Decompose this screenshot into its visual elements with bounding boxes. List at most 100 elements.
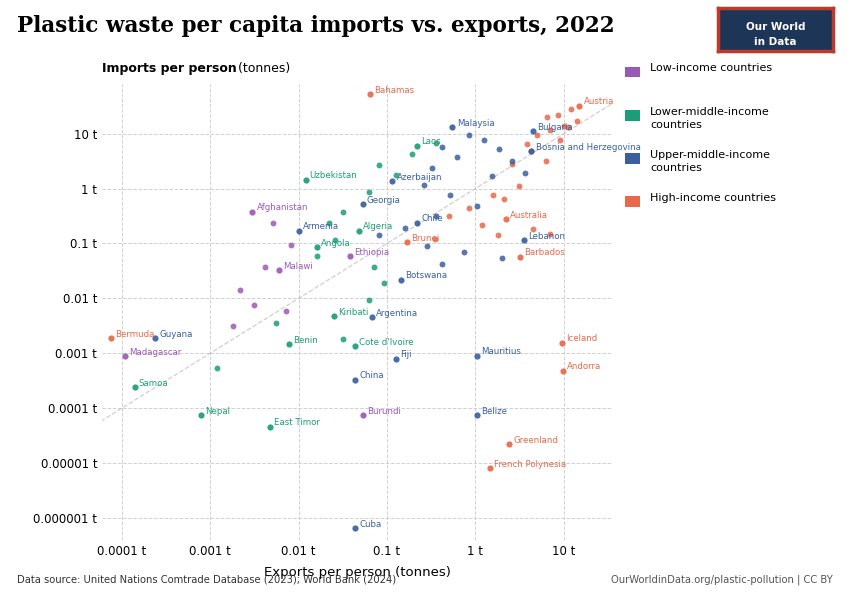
Point xyxy=(348,375,362,385)
Point xyxy=(429,138,443,148)
Point xyxy=(445,122,459,132)
Text: Fiji: Fiji xyxy=(400,350,411,359)
Point xyxy=(388,170,402,180)
Point xyxy=(416,181,430,190)
Point xyxy=(485,171,499,181)
Point xyxy=(322,218,336,227)
Point xyxy=(348,524,362,533)
X-axis label: Exports per person (tonnes): Exports per person (tonnes) xyxy=(264,566,450,579)
Text: China: China xyxy=(360,371,384,380)
Text: Laos: Laos xyxy=(422,137,441,146)
Text: Iceland: Iceland xyxy=(566,334,598,343)
Text: Lower-middle-income: Lower-middle-income xyxy=(650,107,770,116)
Point xyxy=(352,226,366,236)
Point xyxy=(506,156,519,166)
Text: Uzbekistan: Uzbekistan xyxy=(309,171,358,180)
Text: Angola: Angola xyxy=(320,239,350,248)
Point xyxy=(496,253,509,263)
Point xyxy=(462,130,476,140)
Text: French Polynesia: French Polynesia xyxy=(494,460,566,469)
Text: Plastic waste per capita imports vs. exports, 2022: Plastic waste per capita imports vs. exp… xyxy=(17,15,615,37)
Point xyxy=(435,259,449,269)
Point xyxy=(226,321,240,331)
Text: Belize: Belize xyxy=(481,407,507,416)
Point xyxy=(356,199,370,209)
Point xyxy=(420,241,434,251)
Point xyxy=(394,275,408,284)
Point xyxy=(298,175,312,184)
Point xyxy=(118,352,132,361)
Point xyxy=(429,211,443,221)
Text: OurWorldinData.org/plastic-pollution | CC BY: OurWorldinData.org/plastic-pollution | C… xyxy=(611,575,833,585)
Text: Lebanon: Lebanon xyxy=(528,232,564,241)
Point xyxy=(457,247,471,257)
Text: East Timor: East Timor xyxy=(275,418,320,427)
Point xyxy=(518,169,531,178)
Point xyxy=(366,313,379,322)
Point xyxy=(400,238,414,247)
Point xyxy=(442,211,456,221)
Text: (tonnes): (tonnes) xyxy=(234,62,290,75)
Point xyxy=(128,383,141,392)
Point xyxy=(362,188,376,197)
Point xyxy=(476,220,490,229)
Point xyxy=(292,226,305,236)
Point xyxy=(246,207,259,217)
Point xyxy=(246,301,260,310)
Text: Malaysia: Malaysia xyxy=(456,119,494,128)
Text: Guyana: Guyana xyxy=(160,329,193,338)
Text: Barbados: Barbados xyxy=(524,248,565,257)
Text: High-income countries: High-income countries xyxy=(650,193,776,203)
Point xyxy=(372,160,386,170)
Point xyxy=(471,351,484,361)
Point xyxy=(309,251,323,261)
Point xyxy=(462,203,476,212)
Point xyxy=(364,89,377,99)
Point xyxy=(411,141,424,151)
Point xyxy=(309,242,323,252)
Point xyxy=(502,440,516,449)
Point xyxy=(564,104,578,114)
Point xyxy=(411,218,424,227)
Text: Afghanistan: Afghanistan xyxy=(257,203,308,212)
Point xyxy=(561,122,575,132)
Point xyxy=(487,191,501,200)
Point xyxy=(541,112,554,122)
Text: Armenia: Armenia xyxy=(303,223,339,232)
Point xyxy=(282,340,296,349)
Text: Malawi: Malawi xyxy=(283,262,313,271)
Text: Mauritius: Mauritius xyxy=(481,347,521,356)
Text: Bahamas: Bahamas xyxy=(375,86,415,95)
Text: Cote d'Ivoire: Cote d'Ivoire xyxy=(359,338,413,347)
Text: Azerbaijan: Azerbaijan xyxy=(396,173,442,182)
Point xyxy=(386,176,400,186)
Text: Australia: Australia xyxy=(510,211,548,220)
Point xyxy=(530,130,544,140)
Point xyxy=(372,230,386,240)
Point xyxy=(526,224,540,234)
Point xyxy=(471,410,484,420)
Text: Austria: Austria xyxy=(584,97,614,106)
Text: Benin: Benin xyxy=(293,336,318,345)
Point xyxy=(399,223,412,233)
Point xyxy=(573,101,586,110)
Point xyxy=(553,136,567,145)
Point xyxy=(405,149,418,159)
Point xyxy=(337,207,350,217)
Point xyxy=(524,146,537,156)
Text: Bulgaria: Bulgaria xyxy=(537,123,573,132)
Text: Imports per person: Imports per person xyxy=(102,62,237,75)
Text: Chile: Chile xyxy=(422,214,443,223)
Point xyxy=(343,251,357,261)
Point xyxy=(444,191,457,200)
Point xyxy=(492,145,506,154)
Point xyxy=(272,265,286,275)
Point xyxy=(388,354,402,364)
Text: countries: countries xyxy=(650,120,702,130)
Text: Ethiopia: Ethiopia xyxy=(354,248,389,257)
Text: Data source: United Nations Comtrade Database (2023); World Bank (2024): Data source: United Nations Comtrade Dat… xyxy=(17,575,396,585)
Text: Our World: Our World xyxy=(746,22,805,32)
Text: Andorra: Andorra xyxy=(567,362,602,371)
Point xyxy=(520,139,534,149)
Point xyxy=(499,214,513,224)
